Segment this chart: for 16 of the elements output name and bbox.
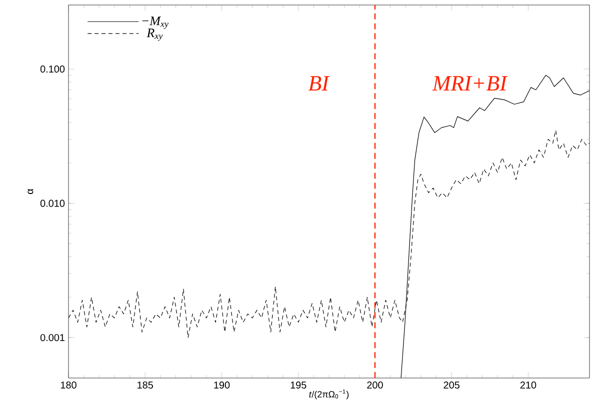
y-tick-label: 0.001 [40, 334, 64, 342]
y-tick-label: 0.010 [40, 200, 65, 207]
legend-label: −M$_{xy}$ [142, 16, 169, 29]
annotation: BI [308, 76, 330, 91]
y-axis-title: α [28, 188, 34, 194]
y-tick-label: 0.100 [40, 66, 65, 73]
x-tick-label: 195 [290, 382, 306, 389]
x-tick-label: 190 [214, 382, 230, 389]
legend-label: R$_{xy}$ [146, 28, 163, 41]
x-tick-label: 185 [138, 382, 154, 389]
annotation: MRI+BI [432, 76, 508, 91]
x-tick-label: 180 [60, 382, 76, 389]
x-tick-label: 200 [367, 382, 383, 389]
x-axis-title: t/(2πΩ$_{0}$$^{−1}$) [309, 389, 349, 400]
x-tick-label: 205 [444, 382, 460, 389]
x-tick-label: 210 [520, 382, 536, 389]
